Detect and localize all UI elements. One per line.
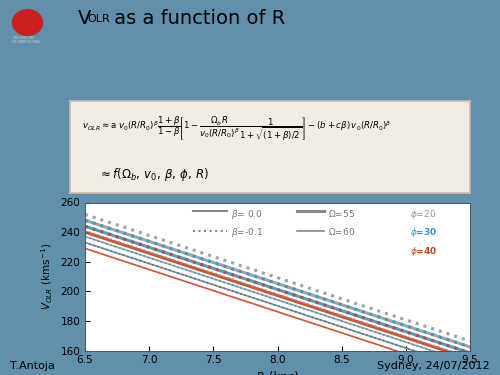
Circle shape (12, 10, 42, 36)
Text: $v_{OLR} \approx \mathrm{a}\ v_0(R/R_0)^\beta \dfrac{1+\beta}{1-\beta}\!\left[1 : $v_{OLR} \approx \mathrm{a}\ v_0(R/R_0)^… (82, 115, 392, 143)
Text: UNIVERSITAT
DE BARCELONA: UNIVERSITAT DE BARCELONA (12, 36, 40, 44)
Text: $\Omega$=60: $\Omega$=60 (328, 226, 355, 237)
Text: V: V (78, 9, 91, 28)
Text: $\phi$=40: $\phi$=40 (410, 246, 438, 258)
Text: $\phi$=20: $\phi$=20 (410, 209, 436, 221)
Text: Sydney, 24/07/2012: Sydney, 24/07/2012 (378, 361, 490, 371)
Text: as a function of R: as a function of R (108, 9, 285, 28)
Text: $\approx f(\Omega_b,\,v_0,\,\beta,\,\phi,\,R)$: $\approx f(\Omega_b,\,v_0,\,\beta,\,\phi… (98, 166, 209, 183)
Text: T.Antoja: T.Antoja (10, 361, 55, 371)
X-axis label: R (kpc): R (kpc) (256, 371, 298, 375)
Text: $\Omega$=55: $\Omega$=55 (328, 209, 354, 219)
Text: $\beta$=-0.1: $\beta$=-0.1 (232, 226, 264, 239)
Text: OLR: OLR (88, 14, 110, 24)
Text: $\phi$=30: $\phi$=30 (410, 226, 438, 239)
Text: $\beta$= 0.0: $\beta$= 0.0 (232, 209, 263, 221)
Y-axis label: $V_{OLR}$ (kms$^{-1}$): $V_{OLR}$ (kms$^{-1}$) (40, 243, 55, 310)
